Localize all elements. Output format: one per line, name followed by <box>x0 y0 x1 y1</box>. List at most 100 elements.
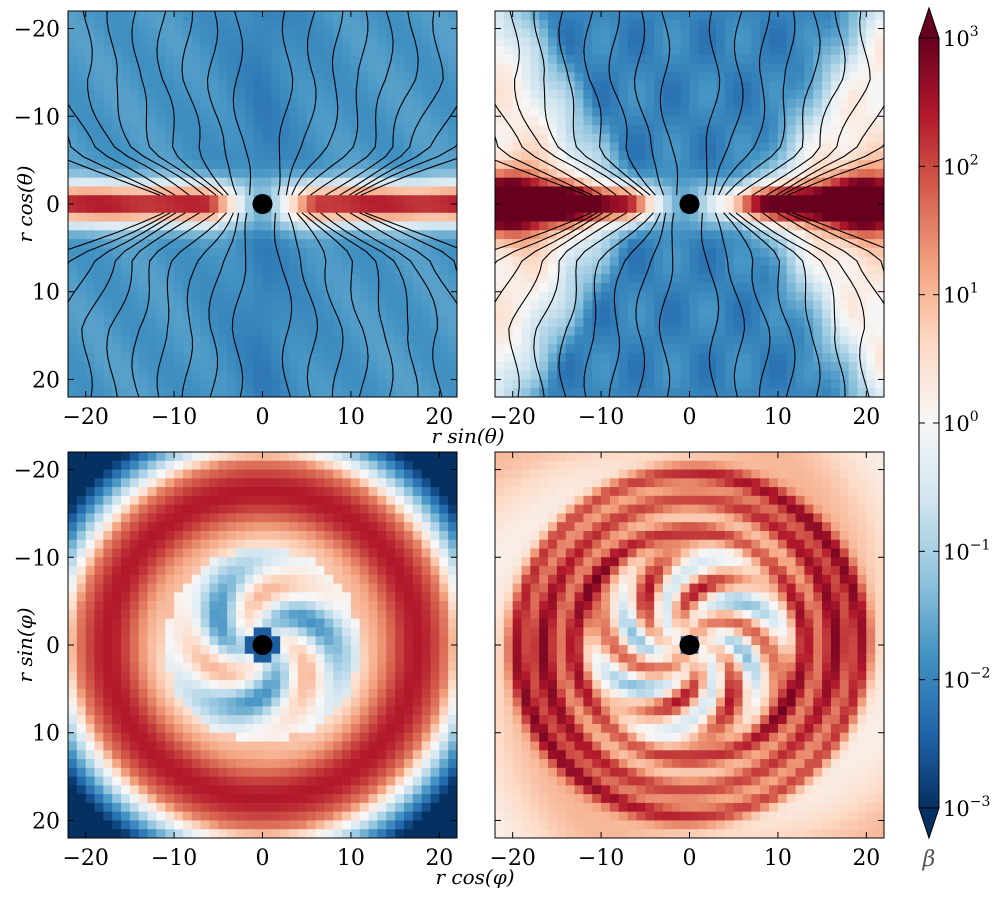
heatmap-cell <box>813 46 823 56</box>
heatmap-cell <box>671 370 682 381</box>
heatmap-cell <box>742 125 752 135</box>
heatmap-cell <box>253 125 264 135</box>
heatmap-cell <box>403 370 414 381</box>
heatmap-cell <box>94 767 104 778</box>
heatmap-cell <box>583 11 593 21</box>
heatmap-cell <box>147 282 158 293</box>
heatmap-cell <box>121 151 131 161</box>
heatmap-cell <box>76 504 87 515</box>
heatmap-cell <box>253 326 264 337</box>
heatmap-cell <box>724 133 735 144</box>
heatmap-cell <box>395 309 405 319</box>
heatmap-cell <box>209 504 219 515</box>
heatmap-cell <box>156 282 166 293</box>
heatmap-cell <box>503 256 514 267</box>
heatmap-cell <box>716 326 726 337</box>
heatmap-cell <box>412 204 423 214</box>
heatmap-cell <box>680 142 691 152</box>
heatmap-cell <box>174 759 184 769</box>
heatmap-cell <box>866 81 876 91</box>
heatmap-cell <box>156 583 166 593</box>
heatmap-cell <box>191 282 202 293</box>
heatmap-cell <box>430 353 440 363</box>
heatmap-cell <box>636 274 646 284</box>
heatmap-cell <box>253 282 264 293</box>
heatmap-cell <box>813 309 823 319</box>
heatmap-cell <box>786 326 797 337</box>
heatmap-cell <box>530 300 540 310</box>
heatmap-cell <box>707 230 717 240</box>
heatmap-cell <box>253 574 264 585</box>
heatmap-cell <box>521 89 531 100</box>
heatmap-cell <box>439 72 449 82</box>
heatmap-cell <box>716 274 726 284</box>
heatmap-cell <box>521 318 531 328</box>
heatmap-cell <box>592 204 602 214</box>
streamline <box>718 11 771 196</box>
heatmap-cell <box>742 335 752 345</box>
heatmap-cell <box>121 618 131 629</box>
heatmap-cell <box>333 168 343 179</box>
heatmap-cell <box>333 291 343 302</box>
heatmap-cell <box>751 125 761 135</box>
heatmap-cell <box>512 142 523 152</box>
heatmap-cell <box>804 89 814 100</box>
heatmap-cell <box>512 81 523 91</box>
heatmap-cell <box>68 662 78 672</box>
heatmap-cell <box>601 63 611 74</box>
heatmap-cell <box>848 212 859 223</box>
heatmap-cell <box>592 19 602 30</box>
heatmap-cell <box>689 239 699 249</box>
heatmap-cell <box>191 653 202 664</box>
heatmap-cell <box>94 125 104 135</box>
heatmap-cell <box>636 309 646 319</box>
heatmap-cell <box>403 19 414 30</box>
heatmap-cell <box>760 309 770 319</box>
heatmap-cell <box>574 46 585 56</box>
heatmap-cell <box>565 54 576 65</box>
heatmap-cell <box>804 160 814 170</box>
heatmap-cell <box>191 680 202 690</box>
heatmap-cell <box>618 256 629 267</box>
heatmap-cell <box>76 469 87 479</box>
heatmap-cell <box>147 645 158 655</box>
heatmap-cell <box>521 54 531 65</box>
heatmap-cell <box>174 37 184 47</box>
heatmap-cell <box>530 212 540 223</box>
heatmap-cell <box>289 221 299 231</box>
heatmap-cell <box>618 37 629 47</box>
heatmap-cell <box>280 265 290 275</box>
heatmap-cell <box>68 741 78 751</box>
heatmap-cell <box>698 81 708 91</box>
heatmap-cell <box>866 54 876 65</box>
heatmap-cell <box>103 81 113 91</box>
heatmap-cell <box>156 513 166 523</box>
heatmap-cell <box>253 230 264 240</box>
heatmap-cell <box>333 81 343 91</box>
heatmap-cell <box>680 28 691 38</box>
heatmap-cell <box>227 247 237 258</box>
heatmap-cell <box>592 318 602 328</box>
heatmap-cell <box>333 353 343 363</box>
heatmap-cell <box>857 81 867 91</box>
heatmap-cell <box>165 89 175 100</box>
heatmap-cell <box>200 636 211 646</box>
heatmap-cell <box>539 186 549 196</box>
heatmap-cell <box>112 583 122 593</box>
heatmap-cell <box>386 151 396 161</box>
heatmap-cell <box>182 750 193 760</box>
heatmap-cell <box>103 133 113 144</box>
heatmap-cell <box>289 142 299 152</box>
heatmap-cell <box>786 247 797 258</box>
heatmap-cell <box>804 221 814 231</box>
heatmap-cell <box>742 160 752 170</box>
heatmap-cell <box>377 11 387 21</box>
heatmap-cell <box>618 247 629 258</box>
heatmap-cell <box>209 776 219 786</box>
heatmap-cell <box>609 370 620 381</box>
heatmap-cell <box>306 98 317 109</box>
heatmap-cell <box>165 142 175 152</box>
heatmap-cell <box>324 142 334 152</box>
heatmap-cell <box>804 168 814 179</box>
heatmap-cell <box>235 335 246 345</box>
